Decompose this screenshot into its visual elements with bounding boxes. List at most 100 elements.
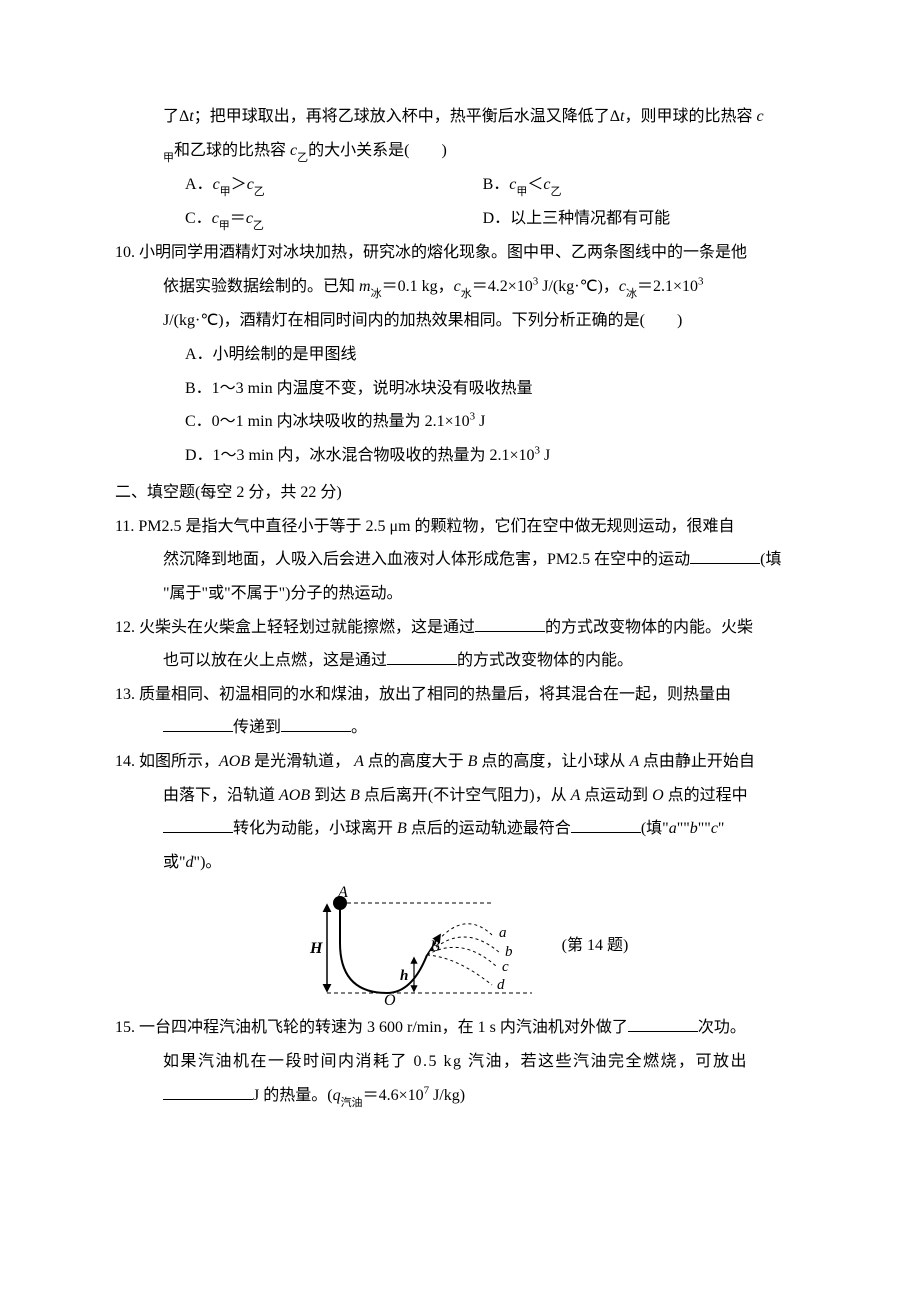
q14: 14. 如图所示，AOB 是光滑轨道， A 点的高度大于 B 点的高度，让小球从… (115, 745, 805, 1005)
var-c: c (543, 176, 550, 193)
opt-label: B． (483, 176, 510, 193)
label-c: c (502, 959, 509, 975)
blank (571, 817, 641, 833)
sub: 水 (461, 288, 472, 300)
var-b: B (468, 753, 482, 770)
text: PM2.5 是指大气中直径小于等于 2.5 μm 的颗粒物，它们在空中做无规则运… (138, 518, 734, 535)
opt-text: D．以上三种情况都有可能 (483, 210, 671, 227)
var-c: c (246, 210, 253, 227)
q14-line4: 或"d")。 (115, 846, 805, 880)
var-b: b (690, 820, 698, 837)
text: 二、填空题(每空 2 分，共 22 分) (115, 484, 342, 501)
var-c: c (757, 108, 764, 125)
text: "" (698, 820, 711, 837)
text: J/kg) (429, 1087, 465, 1104)
text: 次功。 (698, 1019, 746, 1036)
q9-options-row2: C．c甲＝c乙 D．以上三种情况都有可能 (115, 202, 805, 236)
text: ＝0.1 kg， (382, 278, 454, 295)
qnum: 12. (115, 619, 135, 636)
opt-label: C． (185, 210, 212, 227)
q14-diagram: A H B h O a b c d (292, 885, 552, 1005)
label-d: d (497, 977, 505, 993)
blank (281, 716, 351, 732)
label-a: a (499, 925, 507, 941)
text: (填" (641, 820, 669, 837)
text: J (475, 413, 485, 430)
label-O: O (384, 992, 396, 1005)
op: ＝ (230, 210, 246, 227)
q9-opt-a: A．c甲＞c乙 (185, 168, 483, 202)
text: J/(kg·℃)，酒精灯在相同时间内的加热效果相同。下列分析正确的是( ) (163, 312, 682, 329)
text: 点后离开(不计空气阻力)，从 (364, 787, 571, 804)
label-b: b (505, 944, 513, 960)
q10-line1: 10. 小明同学用酒精灯对冰块加热，研究冰的熔化现象。图中甲、乙两条图线中的一条… (115, 236, 805, 270)
text: 转化为动能，小球离开 (233, 820, 397, 837)
var-a: A (350, 753, 367, 770)
sub: 乙 (253, 220, 264, 232)
text: 点的高度大于 (368, 753, 468, 770)
text: 和乙球的比热容 (174, 142, 290, 159)
var-aob: AOB (279, 787, 314, 804)
text: J/(kg·℃)， (538, 278, 619, 295)
blank (163, 817, 233, 833)
op: ＜ (527, 176, 543, 193)
text: 点由静止开始自 (643, 753, 755, 770)
q9-opt-c: C．c甲＝c乙 (185, 202, 483, 236)
text: 依据实验数据绘制的。已知 (163, 278, 359, 295)
q12-line2: 也可以放在火上点燃，这是通过 的方式改变物体的内能。 (115, 644, 805, 678)
q13-line2: 传递到。 (115, 711, 805, 745)
blank (690, 548, 760, 564)
text: 到达 (314, 787, 350, 804)
section-2-heading: 二、填空题(每空 2 分，共 22 分) (115, 476, 805, 510)
text: 也可以放在火上点燃，这是通过 (163, 652, 387, 669)
var-a: A (629, 753, 642, 770)
blank (163, 1084, 253, 1100)
qnum: 14. (115, 753, 135, 770)
var-c: c (212, 210, 219, 227)
text: 的方式改变物体的内能。 (457, 652, 633, 669)
var-q: q (333, 1087, 341, 1104)
q14-line2: 由落下，沿轨道 AOB 到达 B 点后离开(不计空气阻力)，从 A 点运动到 O… (115, 779, 805, 813)
var-c: c (454, 278, 461, 295)
text: 的大小关系是( ) (308, 142, 447, 159)
q15: 15. 一台四冲程汽油机飞轮的转速为 3 600 r/min，在 1 s 内汽油… (115, 1011, 805, 1112)
sub: 乙 (551, 186, 562, 198)
text: ＝2.1×10 (637, 278, 698, 295)
sub: 甲 (219, 220, 230, 232)
sub: 冰 (371, 288, 382, 300)
var-b: B (350, 787, 364, 804)
text: ，则甲球的比热容 (625, 108, 757, 125)
sub: 甲 (220, 186, 231, 198)
blank (628, 1016, 698, 1032)
text: 火柴头在火柴盒上轻轻划过就能擦燃，这是通过 (139, 619, 475, 636)
q10: 10. 小明同学用酒精灯对冰块加热，研究冰的熔化现象。图中甲、乙两条图线中的一条… (115, 236, 805, 472)
text: " (718, 820, 725, 837)
var-d: d (186, 854, 194, 871)
text: "属于"或"不属于")分子的热运动。 (163, 585, 402, 602)
text: 或" (163, 854, 186, 871)
text: ；把甲球取出，再将乙球放入杯中，热平衡后水温又降低了Δ (194, 108, 620, 125)
text: 如图所示， (139, 753, 219, 770)
blank (163, 716, 233, 732)
var-aob: AOB (219, 753, 250, 770)
text: 一台四冲程汽油机飞轮的转速为 3 600 r/min，在 1 s 内汽油机对外做… (139, 1019, 628, 1036)
var-b: B (397, 820, 411, 837)
text: 点后的运动轨迹最符合 (411, 820, 571, 837)
label-B: B (430, 938, 440, 955)
q10-opt-b: B．1～3 min 内温度不变，说明冰块没有吸收热量 (115, 372, 805, 406)
qnum: 15. (115, 1019, 135, 1036)
blank (475, 616, 545, 632)
q9-opt-d: D．以上三种情况都有可能 (483, 202, 781, 236)
q14-line3: 转化为动能，小球离开 B 点后的运动轨迹最符合(填"a""b""c" (115, 812, 805, 846)
text: D．1～3 min 内，冰水混合物吸收的热量为 2.1×10 (185, 447, 534, 464)
var-c: c (619, 278, 626, 295)
qnum: 13. (115, 686, 135, 703)
q10-opt-a: A．小明绘制的是甲图线 (115, 338, 805, 372)
sub: 汽油 (341, 1097, 363, 1109)
text: "" (677, 820, 690, 837)
text: 传递到 (233, 719, 281, 736)
opt-label: A． (185, 176, 213, 193)
q11: 11. PM2.5 是指大气中直径小于等于 2.5 μm 的颗粒物，它们在空中做… (115, 510, 805, 611)
q14-figure-row: A H B h O a b c d (第 14 题) (115, 885, 805, 1005)
text: 点运动到 (584, 787, 652, 804)
